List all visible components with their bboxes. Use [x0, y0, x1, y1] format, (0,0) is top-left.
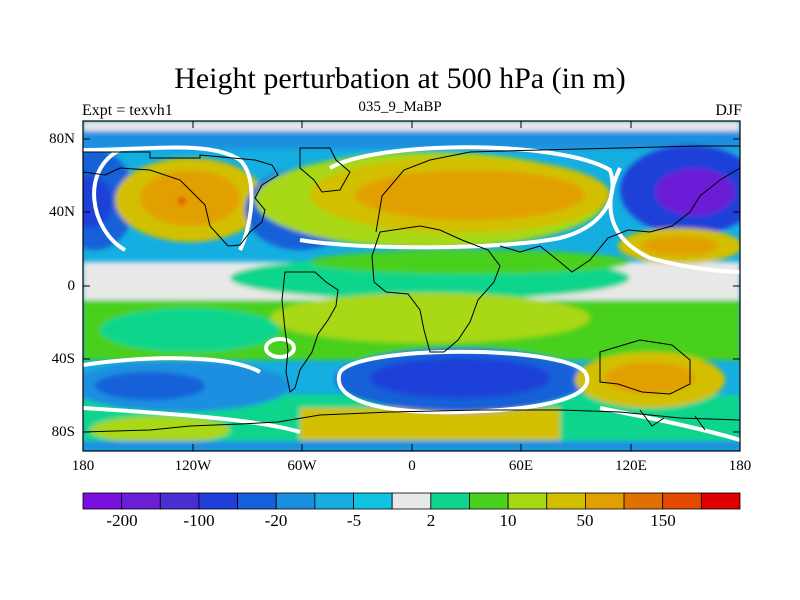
field-indian-low-core — [370, 358, 550, 398]
contour-line — [83, 356, 261, 374]
field-namerica-high-max — [178, 197, 186, 205]
colorbar-label: 50 — [576, 511, 594, 530]
field-eurasia-high-core — [355, 170, 585, 220]
contour-line — [92, 148, 127, 252]
coastline-australia — [599, 339, 691, 395]
colorbar-swatch — [275, 492, 316, 510]
lon-label-120w: 120W — [174, 458, 212, 474]
colorbar — [82, 492, 741, 510]
coastline-antarctica — [83, 409, 740, 433]
colorbar-label: -200 — [106, 511, 138, 530]
lon-label-0: 0 — [408, 458, 416, 474]
coastlines — [83, 145, 740, 433]
experiment-label: Expt = texvh1 — [82, 102, 173, 119]
colorbar-swatch — [198, 492, 238, 510]
colorbar-swatch — [237, 492, 277, 510]
coastline-greenland — [299, 147, 351, 193]
colorbar-swatch — [507, 492, 548, 510]
contour-line — [599, 406, 740, 442]
lat-label-80s: 80S — [51, 424, 75, 440]
field-namerica-high-core — [140, 170, 240, 226]
colorbar-swatch — [391, 492, 432, 510]
field-spacific-low-core — [95, 372, 205, 400]
coastline-south-america — [281, 271, 339, 393]
colorbar-swatch — [700, 492, 741, 510]
field-tropical-green — [310, 250, 630, 274]
lon-label-180e: 180 — [728, 458, 752, 474]
field-southern-positive-core — [270, 293, 590, 343]
colorbar-swatch — [585, 492, 625, 510]
colorbar-swatch — [430, 492, 470, 510]
colorbar-label: -20 — [264, 511, 288, 530]
coastline-africa — [371, 225, 501, 353]
colorbar-label: -5 — [346, 511, 362, 530]
colorbar-swatch — [662, 492, 702, 510]
colorbar-label: 150 — [650, 511, 676, 530]
colorbar-swatch — [469, 492, 509, 510]
lat-label-40s: 40S — [51, 351, 75, 367]
lon-label-60e: 60E — [508, 458, 534, 474]
coastline-new-zealand — [639, 409, 706, 431]
height-field — [83, 121, 740, 451]
plot-title: Height perturbation at 500 hPa (in m) — [174, 62, 626, 95]
lon-label-120e: 120E — [615, 458, 647, 474]
colorbar-label: 10 — [499, 511, 517, 530]
colorbar-swatch — [314, 492, 354, 510]
contour-line — [83, 406, 301, 434]
contour-line — [299, 145, 615, 250]
lon-label-60w: 60W — [287, 458, 317, 474]
lat-label-0: 0 — [67, 278, 76, 294]
contour-line — [608, 167, 740, 274]
season-label: DJF — [715, 102, 742, 119]
contour-line — [264, 337, 296, 359]
colorbar-swatch — [623, 492, 664, 510]
coastline-north-america — [83, 151, 279, 247]
field-southern-positive-west — [100, 308, 280, 352]
colorbar-swatch — [82, 492, 123, 510]
lat-label-40n: 40N — [49, 204, 75, 220]
field-pacific-low-core — [83, 176, 112, 228]
contour-line — [83, 145, 254, 251]
colorbar-swatch — [159, 492, 200, 510]
period-label: 035_9_MaBP — [358, 99, 442, 115]
lon-label-180w: 180 — [71, 458, 95, 474]
colorbar-label: -100 — [183, 511, 215, 530]
zero-contours — [83, 145, 740, 442]
colorbar-swatch — [121, 492, 161, 510]
colorbar-label: 2 — [426, 511, 436, 530]
colorbar-swatch — [353, 492, 393, 510]
field-south-high-lat-west — [90, 416, 230, 444]
colorbar-swatch — [546, 492, 586, 510]
lat-label-80n: 80N — [49, 131, 75, 147]
field-east-asia-low-core — [655, 168, 735, 216]
axis-ticks — [83, 121, 740, 451]
field-australia-high-core — [605, 362, 695, 394]
coastline-eurasia — [375, 145, 740, 273]
field-wpacific-high-core — [642, 236, 718, 256]
